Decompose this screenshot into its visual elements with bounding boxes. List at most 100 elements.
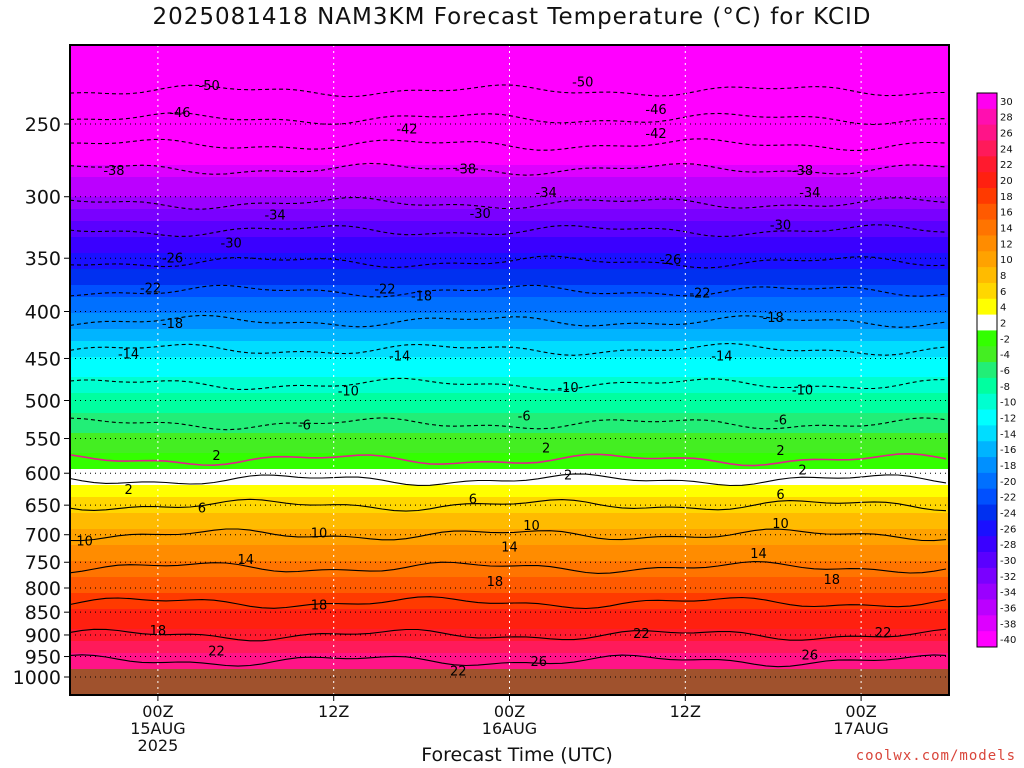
y-tick-label: 850 [25, 602, 61, 624]
contour-label: -34 [264, 208, 285, 223]
color-legend: 30 28 26 24 22 20 18 16 14 12 10 8 6 4 2 -2 -4 -6 -8 -10 -12… [976, 92, 1016, 648]
temperature-band [70, 225, 949, 230]
contour-label: 22 [633, 627, 650, 642]
temperature-band [70, 453, 949, 458]
colorbar-label: -38 [1000, 619, 1016, 630]
colorbar-label: -12 [1000, 413, 1016, 424]
temperature-band [70, 653, 949, 658]
contour-label: 10 [76, 534, 93, 549]
contour-label-text: -14 [711, 349, 732, 364]
contour-label: -14 [118, 348, 139, 363]
temperature-band [70, 393, 949, 398]
contour-label: 22 [208, 645, 225, 660]
contour-label-text: -46 [645, 103, 666, 118]
temperature-band [70, 209, 949, 214]
contour-line [70, 628, 947, 642]
contour-label: -26 [660, 253, 681, 268]
temperature-band [70, 581, 949, 586]
temperature-band [70, 561, 949, 566]
colorbar-swatch [977, 298, 997, 315]
temperature-band [70, 161, 949, 166]
colorbar-swatch [977, 108, 997, 126]
temperature-band [70, 57, 949, 62]
x-tick-label: 00Z [494, 702, 525, 721]
contour-label-text: -22 [374, 282, 395, 297]
contour-label: 14 [750, 547, 767, 562]
temperature-band [70, 665, 949, 670]
colorbar-swatch [977, 172, 997, 189]
contour-line [70, 498, 947, 512]
temperature-band [70, 429, 949, 434]
temperature-band [70, 321, 949, 326]
contour-label-text: -30 [770, 218, 791, 233]
credit-text: coolwx.com/models [855, 748, 1016, 764]
contour-label-text: -6 [518, 410, 531, 425]
contour-label: 2 [212, 449, 220, 464]
contour-label-text: -10 [792, 383, 813, 398]
colorbar-label: -24 [1000, 508, 1016, 519]
colorbar-frame [976, 92, 998, 648]
contour-label-text: -30 [221, 237, 242, 252]
contour-label: -22 [689, 287, 710, 302]
x-tick-label: 12Z [670, 702, 701, 721]
contour-label: -22 [140, 281, 161, 296]
temperature-band [70, 389, 949, 394]
colorbar-swatch [977, 583, 997, 600]
contour-label-text: 6 [776, 488, 784, 503]
colorbar-label: -40 [1000, 635, 1016, 646]
contour-label: 22 [450, 664, 467, 679]
contour-label-text: 22 [875, 626, 892, 641]
colorbar-swatch [977, 457, 997, 474]
contour-label-text: 18 [311, 599, 328, 614]
contour-label-text: 14 [501, 541, 518, 556]
colorbar-swatch [977, 536, 997, 553]
contour-label-text: 2 [124, 483, 132, 498]
colorbar-label: 22 [1000, 160, 1013, 171]
temperature-band [70, 473, 949, 478]
x-axis-label: Forecast Time (UTC) [421, 744, 613, 766]
x-tick-label: 00Z [845, 702, 876, 721]
colorbar-swatch [977, 409, 997, 426]
colorbar-swatch [977, 124, 997, 141]
temperature-band [70, 65, 949, 70]
temperature-band [70, 257, 949, 262]
temperature-band [70, 629, 949, 634]
colorbar-swatch [977, 282, 997, 300]
contour-line [70, 473, 947, 487]
temperature-band [70, 365, 949, 370]
colorbar-label: 14 [1000, 224, 1013, 235]
temperature-band [70, 177, 949, 182]
temperature-band [70, 525, 949, 530]
colorbar-label: -8 [1000, 382, 1010, 393]
y-tick-label: 400 [25, 301, 61, 323]
contour-label: -30 [221, 237, 242, 252]
temperature-band [70, 437, 949, 442]
temperature-band [70, 249, 949, 254]
temperature-band [70, 645, 949, 650]
y-tick-label: 750 [25, 552, 61, 574]
colorbar-label: -32 [1000, 572, 1016, 583]
x-tick-label: 17AUG [833, 719, 888, 738]
colorbar-label: 16 [1000, 208, 1013, 219]
colorbar-swatch [977, 219, 997, 236]
contour-label: -6 [774, 413, 787, 428]
contour-label-text: -50 [572, 75, 593, 90]
contour-label: -26 [162, 252, 183, 267]
colorbar-label: -10 [1000, 398, 1016, 409]
y-tick-label: 650 [25, 495, 61, 517]
contour-label-text: 2 [776, 444, 784, 459]
colorbar-swatch [977, 314, 997, 331]
contour-line [70, 452, 947, 467]
y-tick-label: 500 [25, 391, 61, 413]
contour-label: 2 [798, 463, 806, 478]
contour-label: 18 [150, 624, 167, 639]
contour-label-text: -26 [162, 252, 183, 267]
contour-label-text: -46 [169, 106, 190, 121]
temperature-band [70, 105, 949, 110]
temperature-band [70, 125, 949, 130]
grid-lines [70, 45, 949, 695]
contour-label-text: 22 [450, 664, 467, 679]
contour-label-text: -18 [411, 290, 432, 305]
temperature-band [70, 89, 949, 94]
temperature-band [70, 465, 949, 470]
